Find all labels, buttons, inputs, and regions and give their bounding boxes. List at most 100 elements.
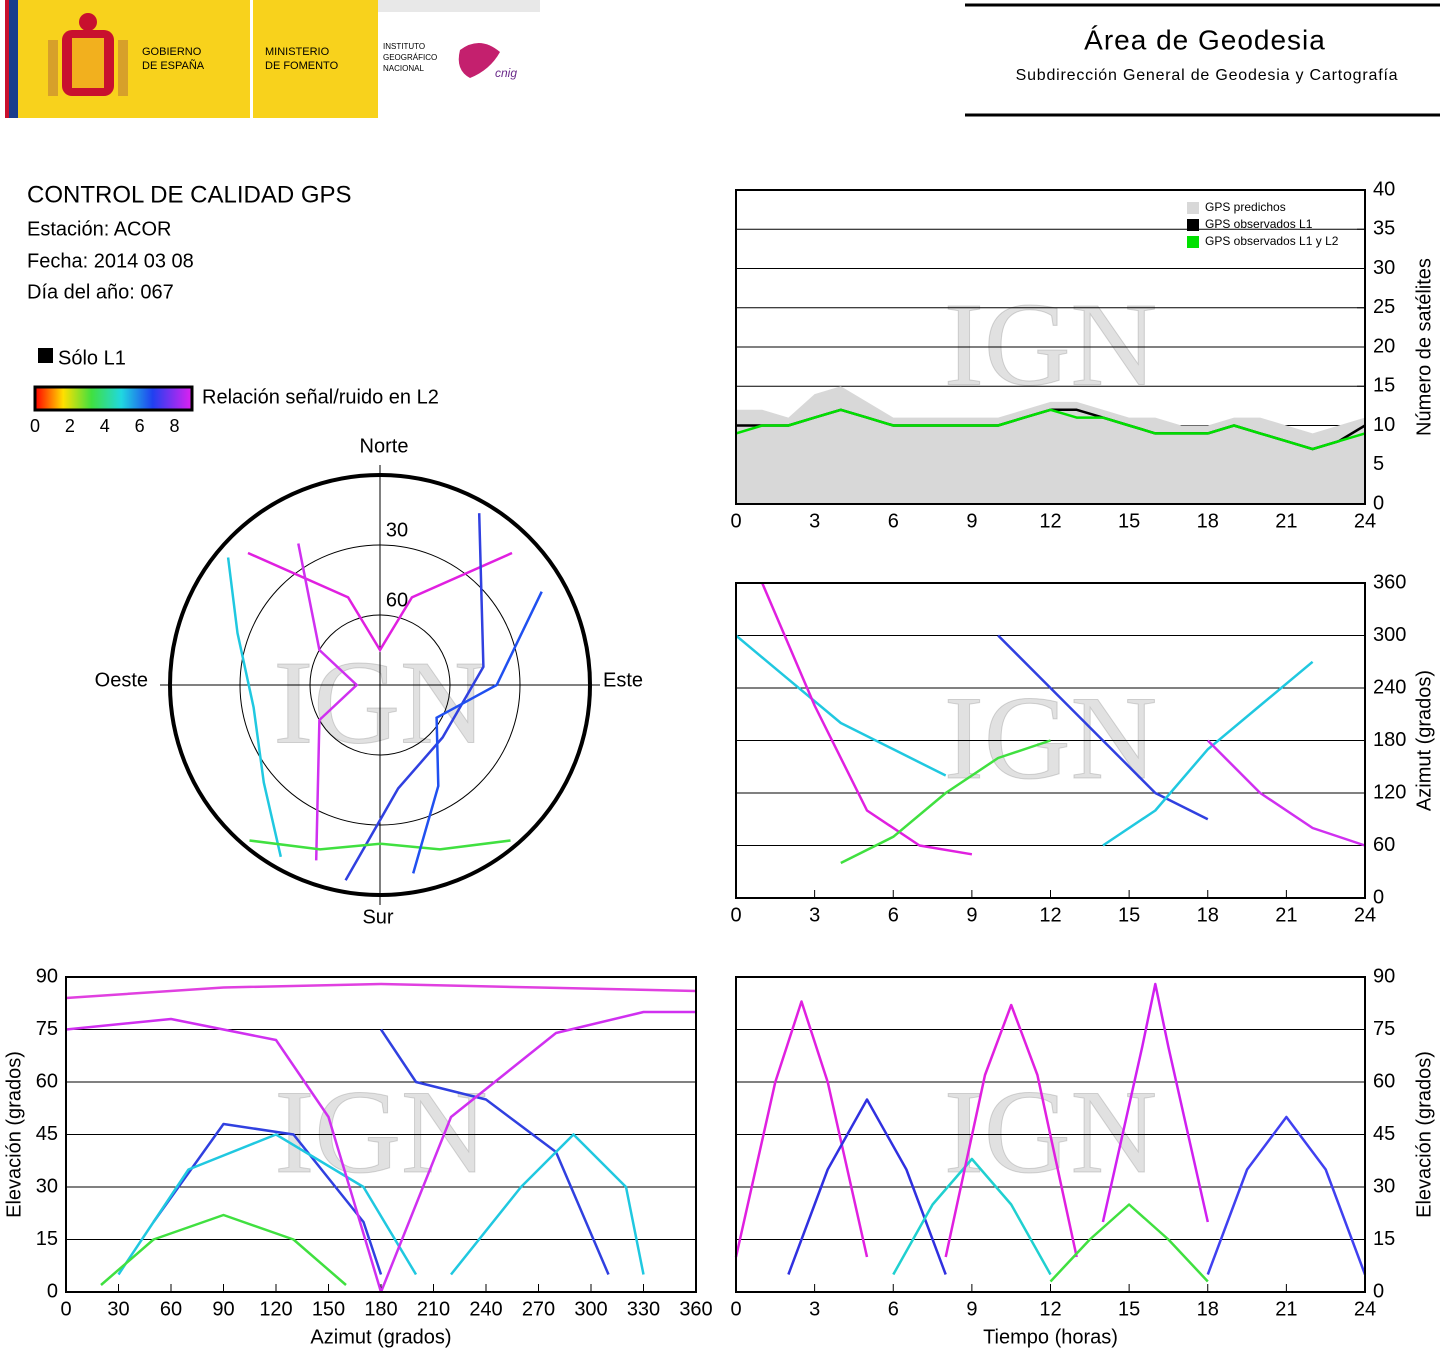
x-tick-label: 90 [212,1298,234,1320]
sky-track [226,557,283,858]
y-tick-label: 40 [1373,178,1395,200]
polar-ring [309,614,451,756]
x-tick-label: 120 [259,1298,292,1320]
polar-ring [239,544,521,826]
series-line [1102,660,1314,847]
x-tick-label: 24 [1354,904,1376,926]
y-tick-label: 0 [47,1280,58,1302]
color-bar-tick-label: 2 [65,416,75,436]
color-bar-tick-label: 8 [170,416,180,436]
series-line [761,582,973,856]
y-tick-label: 90 [36,965,58,987]
plot-frame [735,976,1366,1293]
y-tick-label: 45 [36,1123,58,1145]
y-tick-label: 15 [36,1228,58,1250]
series-line [1049,1203,1209,1283]
series-line [65,982,697,1000]
polar-frame [168,473,592,897]
y-tick-label: 45 [1373,1123,1395,1145]
logo-text: DE ESPAÑA [142,59,205,72]
series-line [100,1213,347,1286]
x-tick-label: 15 [1118,1298,1140,1320]
y-tick-label: 360 [1373,571,1406,593]
x-tick-label: 6 [888,1298,899,1320]
y-tick-label: 0 [1373,492,1384,514]
series-line [1206,739,1366,847]
series-line [450,1133,645,1276]
x-tick-label: 0 [730,904,741,926]
x-tick-label: 6 [888,510,899,532]
x-tick-label: 180 [364,1298,397,1320]
x-tick-label: 18 [1197,510,1219,532]
report-title: CONTROL DE CALIDAD GPS [27,181,352,208]
series-line [1101,982,1210,1223]
y-tick-label: 120 [1373,781,1406,803]
watermark: IGN [274,1065,487,1198]
watermark: IGN [944,278,1157,411]
series-line [892,1157,1052,1276]
watermark: IGN [944,671,1157,804]
x-tick-label: 18 [1197,904,1219,926]
logo-text: MINISTERIO [265,46,330,58]
y-tick-label: 30 [1373,1175,1395,1197]
logo-text: NACIONAL [383,64,424,73]
series-line [379,1028,610,1275]
color-bar [33,385,194,412]
y-tick-label: 15 [1373,375,1395,397]
logo-text: DE FOMENTO [265,60,339,72]
logo-text: cnig [495,66,517,80]
x-tick-label: 30 [107,1298,129,1320]
legend-label: GPS observados L1 y L2 [1205,234,1339,248]
sky-track [411,591,543,874]
direction-label: Este [603,669,643,691]
y-tick-label: 90 [1373,965,1395,987]
series-line [997,634,1209,821]
color-bar-tick-label: 0 [30,416,40,436]
polar-ring-label: 60 [386,589,408,611]
direction-label: Oeste [95,669,148,691]
series-line [734,1000,869,1258]
legend-label: GPS observados L1 [1205,217,1313,231]
color-bar-label: Relación señal/ruido en L2 [202,386,439,408]
x-tick-label: 15 [1118,510,1140,532]
y-axis-label: Elevación (grados) [1413,1051,1435,1218]
sky-track [247,551,513,653]
x-tick-label: 0 [730,1298,741,1320]
y-tick-label: 0 [1373,1280,1384,1302]
sky-track [249,839,511,851]
y-tick-label: 240 [1373,676,1406,698]
x-tick-label: 6 [888,904,899,926]
plot-frame [65,976,697,1293]
series-line [735,634,947,777]
x-tick-label: 9 [966,904,977,926]
y-axis-label: Número de satélites [1413,258,1435,436]
info-text: Fecha: 2014 03 08 [27,250,194,272]
plot-frame [735,189,1366,505]
y-tick-label: 60 [1373,1070,1395,1092]
header-subtitle: Subdirección General de Geodesia y Carto… [1016,67,1399,84]
y-tick-label: 0 [1373,886,1384,908]
direction-label: Norte [360,435,409,457]
direction-label: Sur [362,906,393,928]
area [736,386,1365,504]
legend-swatch [1187,236,1199,248]
color-bar-tick-label: 4 [100,416,110,436]
series-line [840,739,1051,865]
x-tick-label: 21 [1275,904,1297,926]
x-tick-label: 3 [809,510,820,532]
y-tick-label: 300 [1373,624,1406,646]
x-tick-label: 210 [417,1298,450,1320]
series-line [944,1003,1078,1258]
x-tick-label: 9 [966,510,977,532]
y-tick-label: 60 [1373,834,1395,856]
sky-track [344,513,485,881]
x-tick-label: 18 [1197,1298,1219,1320]
y-tick-label: 35 [1373,218,1395,240]
y-tick-label: 30 [36,1175,58,1197]
x-tick-label: 12 [1039,904,1061,926]
y-axis-label: Elevación (grados) [3,1051,25,1218]
series-line [1206,1115,1367,1275]
series-line [735,408,1366,451]
logo-text: GOBIERNO [142,46,202,58]
x-axis-label: Tiempo (horas) [983,1326,1118,1348]
